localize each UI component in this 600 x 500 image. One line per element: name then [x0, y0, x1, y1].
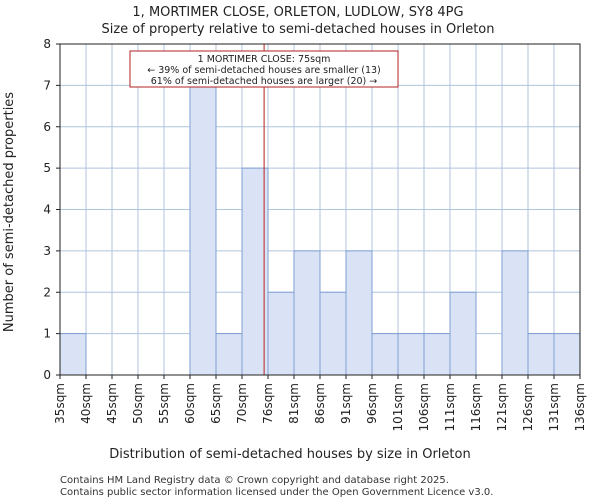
- y-ticks: 0 1 2 3 4 5 6 7 8: [43, 37, 60, 382]
- bar-91sqm: [345, 250, 373, 376]
- bar-60sqm: [189, 84, 217, 376]
- y-axis-label: Number of semi-detached properties: [2, 92, 17, 332]
- bar-96sqm: [371, 333, 399, 376]
- bar-65sqm: [215, 333, 243, 376]
- x-tick-label: 101sqm: [391, 383, 405, 431]
- bar-35sqm: [59, 333, 87, 376]
- y-tick-label: 1: [43, 327, 51, 341]
- x-tick-label: 40sqm: [79, 383, 93, 424]
- bar-76sqm: [267, 291, 295, 376]
- chart-title-line1: 1, MORTIMER CLOSE, ORLETON, LUDLOW, SY8 …: [132, 5, 463, 20]
- bar-121sqm: [501, 250, 529, 376]
- x-tick-label: 116sqm: [469, 383, 483, 431]
- x-axis-label: Distribution of semi-detached houses by …: [109, 447, 470, 462]
- y-tick-label: 2: [43, 285, 51, 299]
- footer-line2: Contains public sector information licen…: [60, 487, 493, 498]
- x-tick-label: 96sqm: [365, 383, 379, 424]
- x-tick-label: 65sqm: [209, 383, 223, 424]
- annotation-box: 1 MORTIMER CLOSE: 75sqm ← 39% of semi-de…: [129, 50, 399, 88]
- y-tick-label: 3: [43, 244, 51, 258]
- x-tick-label: 86sqm: [313, 383, 327, 424]
- x-tick-label: 106sqm: [417, 383, 431, 431]
- x-tick-label: 60sqm: [183, 383, 197, 424]
- x-tick-label: 136sqm: [573, 383, 587, 431]
- x-tick-label: 70sqm: [235, 383, 249, 424]
- x-tick-label: 35sqm: [53, 383, 67, 424]
- x-tick-label: 50sqm: [131, 383, 145, 424]
- bar-101sqm: [397, 333, 425, 376]
- footer-line1: Contains HM Land Registry data © Crown c…: [60, 475, 449, 486]
- x-tick-label: 76sqm: [261, 383, 275, 424]
- bar-106sqm: [423, 333, 451, 376]
- y-tick-label: 5: [43, 161, 51, 175]
- x-tick-label: 131sqm: [547, 383, 561, 431]
- x-tick-label: 126sqm: [521, 383, 535, 431]
- bar-81sqm: [293, 250, 321, 376]
- chart-title-line2: Size of property relative to semi-detach…: [101, 22, 494, 37]
- x-tick-label: 111sqm: [443, 383, 457, 431]
- x-ticks: 35sqm 40sqm 45sqm 50sqm 55sqm 60sqm 65sqm 70sqm…: [53, 375, 587, 431]
- y-tick-label: 7: [43, 78, 51, 92]
- annotation-line3: 61% of semi-detached houses are larger (…: [151, 76, 378, 87]
- y-tick-label: 0: [43, 368, 51, 382]
- bar-86sqm: [319, 291, 347, 376]
- bar-131sqm: [553, 333, 581, 376]
- bar-126sqm: [527, 333, 555, 376]
- x-tick-label: 81sqm: [287, 383, 301, 424]
- annotation-line1: 1 MORTIMER CLOSE: 75sqm: [198, 54, 331, 65]
- x-tick-label: 45sqm: [105, 383, 119, 424]
- x-tick-label: 91sqm: [339, 383, 353, 424]
- bar-111sqm: [449, 291, 477, 376]
- y-tick-label: 6: [43, 120, 51, 134]
- x-tick-label: 55sqm: [157, 383, 171, 424]
- y-tick-label: 4: [43, 203, 51, 217]
- y-tick-label: 8: [43, 37, 51, 51]
- annotation-line2: ← 39% of semi-detached houses are smalle…: [147, 65, 381, 76]
- x-tick-label: 121sqm: [495, 383, 509, 431]
